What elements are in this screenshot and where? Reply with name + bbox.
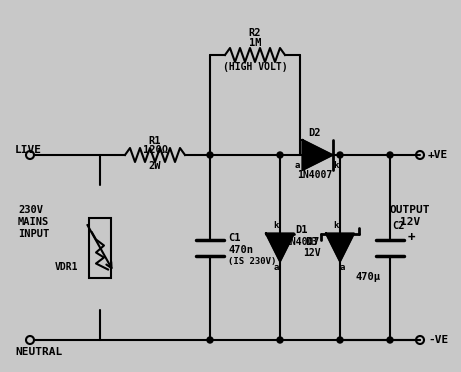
Circle shape [277,337,283,343]
FancyBboxPatch shape [89,218,111,278]
Text: MAINS: MAINS [18,217,49,227]
Text: a: a [273,263,279,272]
Text: C1: C1 [228,232,241,243]
Circle shape [277,152,283,158]
Text: (HIGH VOLT): (HIGH VOLT) [223,62,287,72]
Circle shape [387,152,393,158]
Text: NEUTRAL: NEUTRAL [15,347,62,357]
Text: D3: D3 [306,237,318,247]
Text: 1N4007: 1N4007 [297,170,332,180]
Text: D1: D1 [296,224,308,234]
Text: (IS 230V): (IS 230V) [228,257,277,266]
Polygon shape [326,234,354,262]
Text: VDR1: VDR1 [54,263,78,273]
Text: R1: R1 [149,136,161,146]
Text: 12V: 12V [400,217,420,227]
Text: k: k [333,221,339,230]
Polygon shape [302,140,332,170]
Text: 1N4007: 1N4007 [284,237,319,247]
Text: 2W: 2W [149,161,161,171]
Text: D2: D2 [308,128,321,138]
Text: +VE: +VE [428,150,448,160]
Circle shape [337,152,343,158]
Text: a: a [294,160,300,170]
Text: -VE: -VE [428,335,448,345]
Text: 120Ω: 120Ω [142,145,167,155]
Text: 230V: 230V [18,205,43,215]
Circle shape [207,337,213,343]
Text: 1M: 1M [249,38,261,48]
Text: 12V: 12V [303,248,321,259]
Text: C2: C2 [392,221,404,231]
Circle shape [207,152,213,158]
Text: a: a [339,263,345,272]
Text: LIVE: LIVE [15,145,42,155]
Text: OUTPUT: OUTPUT [390,205,430,215]
Circle shape [387,337,393,343]
Text: INPUT: INPUT [18,229,49,239]
Text: +: + [408,231,415,244]
Text: 470μ: 470μ [355,273,380,282]
Text: k: k [273,221,279,230]
Circle shape [337,337,343,343]
Polygon shape [266,234,294,262]
Text: k: k [333,160,339,170]
Text: R2: R2 [249,28,261,38]
Text: 470n: 470n [228,244,253,254]
